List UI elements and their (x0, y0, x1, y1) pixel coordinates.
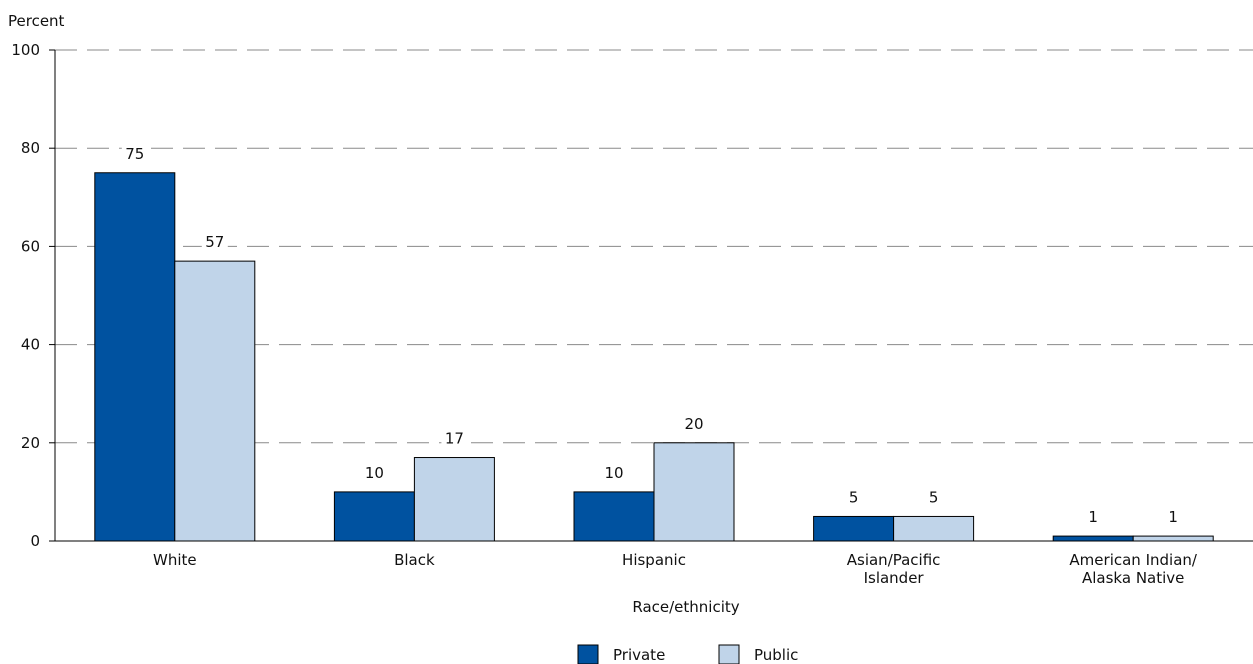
value-label: 17 (445, 430, 464, 448)
category-label-line: Hispanic (622, 551, 686, 569)
category-label: Black (394, 551, 435, 569)
bar-public (174, 260, 256, 542)
legend-swatch-public (718, 644, 740, 664)
bar-private (813, 515, 895, 542)
category-label-line: Asian/Pacific (847, 551, 941, 569)
category-label: Asian/Pacific Islander (847, 551, 941, 587)
y-tick-label: 60 (21, 237, 40, 255)
bar-public (1132, 535, 1214, 542)
y-tick-label: 40 (21, 336, 40, 354)
value-label: 10 (365, 464, 384, 482)
bar-public (893, 515, 975, 542)
value-label: 1 (1168, 508, 1178, 526)
y-tick-label: 80 (21, 139, 40, 157)
value-labels: 75 10 10 5 1 57 17 20 5 1 (121, 143, 1182, 528)
value-label: 57 (205, 233, 224, 251)
y-axis-ticks: 0 20 40 60 80 100 (11, 41, 40, 550)
legend: Private Public (577, 644, 798, 664)
y-tick-label: 0 (30, 532, 40, 550)
category-label-line: Islander (864, 569, 925, 587)
category-label-line: White (153, 551, 197, 569)
value-label-backdrop (121, 143, 148, 164)
legend-label-private: Private (613, 646, 665, 664)
value-label: 5 (929, 488, 939, 506)
value-label: 10 (604, 464, 623, 482)
y-tick-label: 20 (21, 434, 40, 452)
bar-private (333, 491, 415, 542)
value-label: 75 (125, 145, 144, 163)
bar-private (94, 172, 176, 542)
value-label-backdrop (1164, 507, 1182, 528)
category-label: White (153, 551, 197, 569)
bar-private (573, 491, 655, 542)
value-label: 20 (684, 415, 703, 433)
y-axis-title: Percent (8, 12, 65, 30)
bars (94, 172, 1214, 542)
value-label-backdrop (845, 487, 863, 508)
axes (49, 49, 1253, 542)
value-label: 5 (849, 488, 859, 506)
y-tick-label: 100 (11, 41, 40, 59)
category-label: Hispanic (622, 551, 686, 569)
value-label-backdrop (925, 487, 943, 508)
value-label-backdrop (441, 428, 468, 449)
value-label-backdrop (601, 462, 627, 483)
category-label-line: Black (394, 551, 435, 569)
category-label-line: Alaska Native (1082, 569, 1184, 587)
bar-public (413, 457, 495, 542)
value-label: 1 (1088, 508, 1098, 526)
category-label-line: American Indian/ (1069, 551, 1197, 569)
category-labels: White Black Hispanic Asian/Pacific IslanderA… (153, 551, 1198, 587)
value-label-backdrop (1084, 507, 1102, 528)
x-axis-title: Race/ethnicity (632, 598, 739, 616)
value-label-backdrop (681, 413, 707, 434)
bar-private (1052, 535, 1134, 542)
bar-public (653, 442, 735, 542)
value-label-backdrop (361, 462, 388, 483)
category-label: American Indian/Alaska Native (1069, 551, 1197, 587)
value-label-backdrop (201, 232, 228, 253)
legend-swatch-private (577, 644, 599, 664)
legend-label-public: Public (754, 646, 798, 664)
